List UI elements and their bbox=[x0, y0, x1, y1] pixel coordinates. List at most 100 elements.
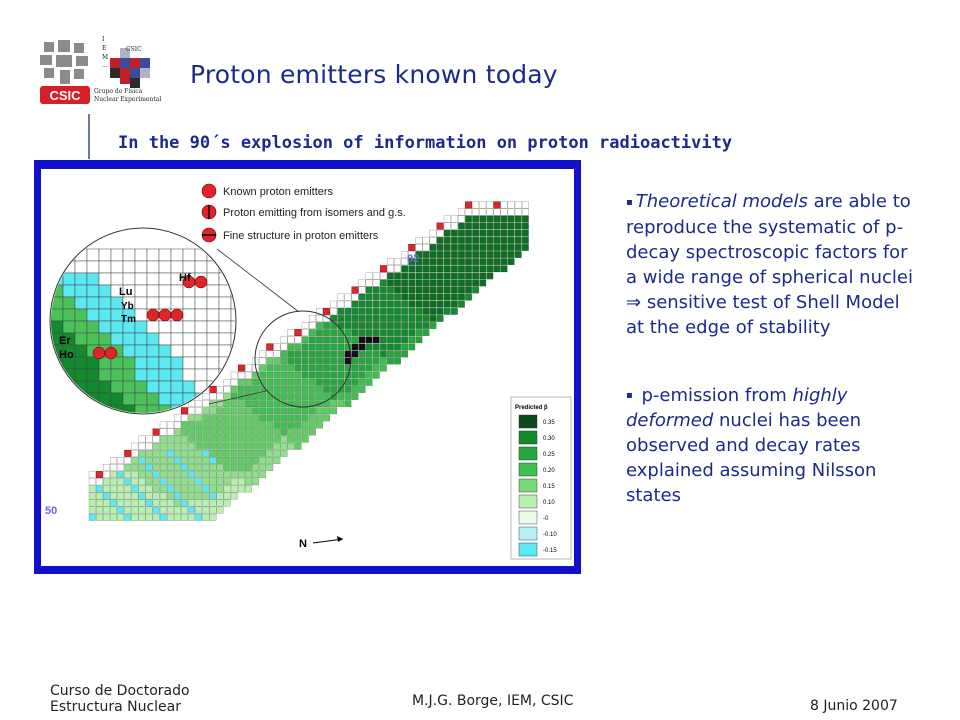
zoom-cell bbox=[62, 392, 76, 406]
nuclide-cell bbox=[379, 350, 387, 358]
zoom-cell bbox=[230, 260, 235, 274]
nuclide-cell bbox=[472, 272, 480, 280]
nuclide-cell bbox=[337, 343, 345, 351]
nuclide-cell bbox=[280, 343, 288, 351]
nuclide-cell bbox=[308, 336, 316, 344]
proton-emitter-cell bbox=[493, 201, 501, 209]
nuclide-cell bbox=[181, 421, 188, 429]
nuclide-cell bbox=[245, 457, 252, 464]
scale-swatch bbox=[518, 542, 538, 557]
nuclide-cell bbox=[365, 279, 373, 287]
nuclide-cell bbox=[308, 393, 316, 400]
nuclide-cell bbox=[450, 236, 458, 244]
nuclide-cell bbox=[500, 201, 508, 209]
nuclide-cell bbox=[330, 336, 338, 344]
zoom-cell bbox=[86, 260, 100, 274]
nuclide-cell bbox=[287, 364, 295, 372]
nuclide-cell bbox=[479, 244, 487, 251]
nuclide-cell bbox=[443, 279, 451, 287]
nuclide-cell bbox=[195, 513, 203, 521]
nuclide-cell bbox=[166, 499, 174, 507]
zoom-cell bbox=[230, 272, 235, 286]
csic-logo: CSIC bbox=[36, 40, 94, 106]
zoom-cell bbox=[146, 320, 160, 334]
nuclide-cell bbox=[521, 208, 529, 216]
nuclide-cell bbox=[294, 435, 302, 443]
zoom-cell bbox=[170, 332, 184, 346]
nuclide-cell bbox=[344, 315, 352, 322]
nuclide-cell bbox=[209, 428, 217, 436]
nuclide-cell bbox=[95, 492, 103, 500]
nuclide-cell bbox=[358, 343, 366, 351]
nuclide-cell bbox=[344, 393, 352, 400]
zoom-label-er: Er bbox=[59, 335, 71, 347]
nuclide-cell bbox=[472, 279, 480, 287]
nuclide-cell bbox=[493, 265, 501, 273]
nuclide-cell bbox=[230, 435, 238, 443]
nuclide-cell bbox=[95, 485, 103, 493]
nuclide-cell bbox=[443, 307, 451, 315]
nuclide-cell bbox=[294, 378, 302, 386]
nuclide-cell bbox=[316, 322, 323, 329]
nuclide-cell bbox=[138, 492, 146, 500]
zoom-cell bbox=[51, 404, 64, 413]
zoom-cell bbox=[146, 332, 160, 346]
zoom-cell bbox=[98, 404, 112, 413]
zoom-cell bbox=[230, 332, 235, 346]
zoom-cell bbox=[158, 284, 172, 298]
nuclide-cell bbox=[479, 258, 487, 266]
zoom-cell bbox=[86, 296, 100, 310]
nuclide-cell bbox=[351, 336, 359, 344]
nuclide-cell bbox=[138, 471, 146, 479]
nuclide-cell bbox=[209, 506, 217, 514]
zoom-cell bbox=[146, 248, 160, 262]
nuclide-cell bbox=[131, 457, 139, 464]
scale-value: 0.30 bbox=[543, 436, 555, 442]
iem-logo bbox=[92, 36, 182, 108]
nuclide-cell bbox=[188, 464, 196, 471]
nuclide-cell bbox=[223, 457, 231, 464]
nuclide-cell bbox=[294, 386, 302, 393]
nuclide-cell bbox=[479, 229, 487, 237]
nuclide-cell bbox=[521, 201, 529, 209]
nuclide-cell bbox=[337, 364, 345, 372]
nuclide-cell bbox=[358, 293, 366, 301]
nuclide-cell bbox=[181, 478, 188, 486]
nuclide-cell bbox=[316, 378, 323, 386]
zoom-cell bbox=[170, 248, 184, 262]
nuclide-cell bbox=[252, 442, 259, 450]
zoom-cell bbox=[158, 320, 172, 334]
nuclide-cell bbox=[344, 329, 352, 337]
nuclide-cell bbox=[259, 457, 267, 464]
magic-number-82: 82 bbox=[407, 253, 419, 265]
zoom-cell bbox=[158, 248, 172, 262]
proton-emitter-cell bbox=[152, 428, 160, 436]
nuclide-cell bbox=[316, 350, 323, 358]
nuclide-cell bbox=[472, 215, 480, 223]
zoom-cell bbox=[110, 272, 124, 286]
nuclide-cell bbox=[372, 364, 380, 372]
nuclide-cell bbox=[394, 343, 401, 351]
nuclide-cell bbox=[422, 244, 430, 251]
nuclide-cell bbox=[174, 513, 181, 521]
nuclide-cell bbox=[266, 371, 274, 379]
nuclide-cell bbox=[323, 414, 330, 422]
nuclide-cell bbox=[486, 208, 494, 216]
zoom-cell bbox=[134, 404, 148, 413]
nuclide-cell bbox=[159, 471, 167, 479]
nuclide-cell bbox=[237, 378, 245, 386]
nuclide-cell bbox=[394, 336, 401, 344]
nuclide-cell bbox=[465, 215, 472, 223]
nuclide-cell bbox=[138, 513, 146, 521]
nuclide-cell bbox=[465, 208, 472, 216]
nuclide-cell bbox=[273, 364, 281, 372]
nuclide-cell bbox=[308, 343, 316, 351]
nuclide-cell bbox=[465, 244, 472, 251]
nuclide-cell bbox=[287, 329, 295, 337]
nuclide-cell bbox=[230, 378, 238, 386]
nuclide-cell bbox=[308, 428, 316, 436]
nuclide-cell bbox=[458, 286, 465, 294]
nuclide-cell bbox=[415, 315, 423, 322]
zoom-cell bbox=[182, 248, 196, 262]
nuclide-cell bbox=[379, 357, 387, 365]
